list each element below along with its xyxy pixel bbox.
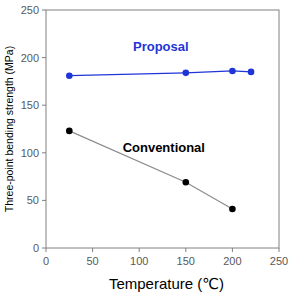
y-tick bbox=[42, 10, 46, 11]
x-tick-label: 150 bbox=[177, 255, 195, 267]
x-tick-label: 50 bbox=[86, 255, 98, 267]
series-label: Proposal bbox=[133, 39, 189, 54]
series-point bbox=[229, 68, 236, 75]
series-point bbox=[183, 70, 190, 77]
series-point bbox=[66, 128, 73, 135]
y-tick-label: 250 bbox=[21, 4, 39, 16]
y-axis-title: Three-point bending strength (MPa) bbox=[3, 46, 15, 212]
series-point bbox=[229, 206, 236, 213]
x-tick bbox=[46, 248, 47, 252]
series-line bbox=[69, 71, 251, 76]
y-tick-label: 150 bbox=[21, 99, 39, 111]
plot-frame bbox=[46, 10, 279, 248]
y-tick bbox=[42, 152, 46, 153]
x-axis-title: Temperature (℃) bbox=[109, 275, 224, 292]
y-tick-label: 50 bbox=[27, 194, 39, 206]
series-point bbox=[183, 179, 190, 186]
series-point bbox=[248, 69, 255, 76]
chart: 0 50 100 150 200 250 0 50 100 150 200 250 Temperatur… bbox=[0, 0, 304, 300]
series-label: Conventional bbox=[123, 140, 205, 155]
x-tick-label: 0 bbox=[43, 255, 49, 267]
y-tick-label: 200 bbox=[21, 52, 39, 64]
y-tick bbox=[42, 248, 46, 249]
y-tick bbox=[42, 57, 46, 58]
series-point bbox=[66, 72, 73, 79]
x-tick bbox=[139, 248, 140, 252]
x-tick-label: 200 bbox=[223, 255, 241, 267]
plot-area bbox=[66, 68, 254, 213]
x-tick bbox=[185, 248, 186, 252]
x-tick bbox=[232, 248, 233, 252]
y-tick bbox=[42, 105, 46, 106]
x-tick-label: 250 bbox=[270, 255, 288, 267]
y-tick bbox=[42, 200, 46, 201]
x-tick-label: 100 bbox=[130, 255, 148, 267]
series-line bbox=[69, 131, 232, 209]
y-tick-label: 100 bbox=[21, 147, 39, 159]
x-tick bbox=[279, 248, 280, 252]
x-tick bbox=[92, 248, 93, 252]
y-tick-label: 0 bbox=[33, 242, 39, 254]
